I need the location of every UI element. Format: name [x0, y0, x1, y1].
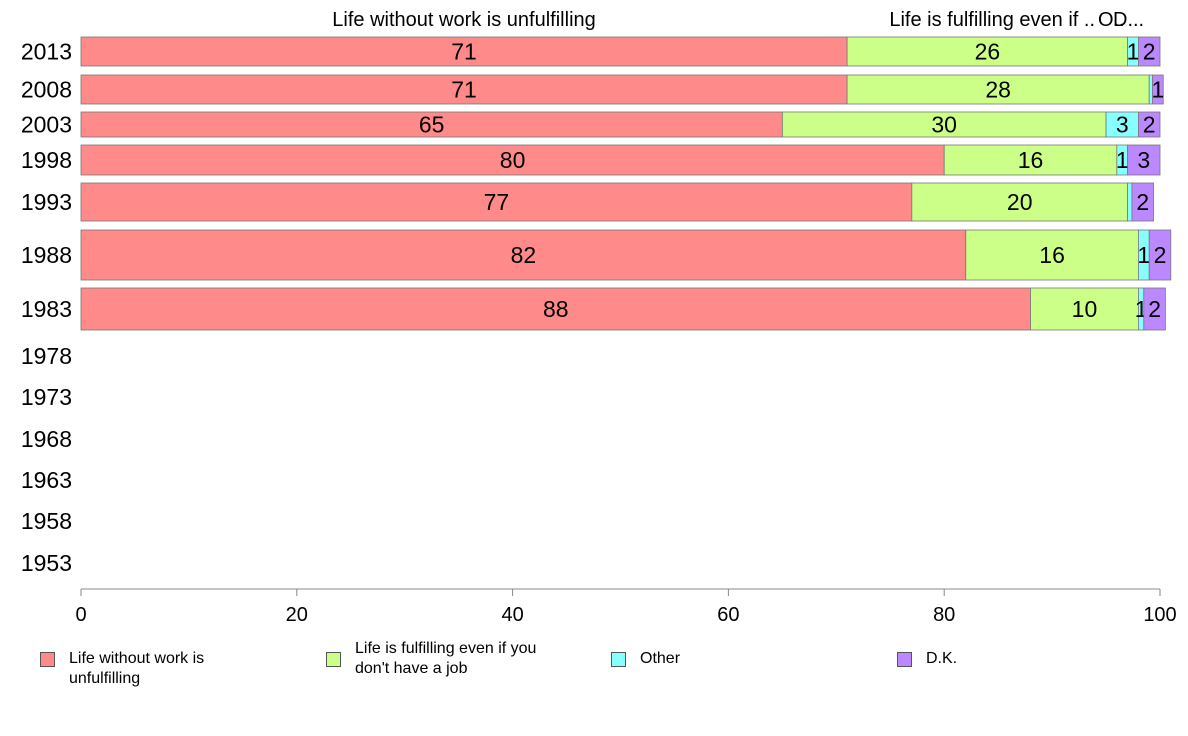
- year-label-1993: 1993: [21, 189, 72, 215]
- data-label-1988-series-3: 2: [1154, 242, 1167, 268]
- bar-2008-series-3: [1152, 74, 1164, 105]
- top-label-unfulfilling: Life without work is unfulfilling: [332, 9, 595, 31]
- bar-1993-series-0: [80, 182, 913, 222]
- legend: Life without work is unfulfilling Life i…: [0, 637, 1188, 687]
- year-label-1958: 1958: [21, 508, 72, 534]
- top-label-dk: D...: [1113, 9, 1144, 31]
- bar-1993-series-3: [1131, 182, 1154, 222]
- year-label-1983: 1983: [21, 296, 72, 322]
- data-label-1993-series-0: 77: [484, 189, 510, 215]
- bar-2003-series-3: [1138, 111, 1161, 138]
- data-label-1983-series-1: 10: [1072, 296, 1098, 322]
- stacked-bar-chart: Life without work is unfulfilling Life is…: [21, 9, 1177, 626]
- bar-1988-series-0: [80, 229, 967, 281]
- bar-2008-series-0: [80, 74, 848, 105]
- data-label-1993-series-1: 20: [1007, 189, 1033, 215]
- legend-item-other: Other: [611, 637, 680, 669]
- year-label-2003: 2003: [21, 112, 72, 138]
- data-label-2008-series-0: 71: [451, 77, 477, 103]
- x-tick-label-100: 100: [1143, 604, 1176, 626]
- data-label-1988-series-0: 82: [511, 242, 537, 268]
- x-tick-label-80: 80: [933, 604, 955, 626]
- year-label-2013: 2013: [21, 39, 72, 65]
- x-tick-label-40: 40: [501, 604, 523, 626]
- data-label-2013-series-1: 26: [975, 39, 1001, 65]
- legend-swatch-dk: [897, 652, 912, 667]
- data-label-1993-series-3: 2: [1136, 189, 1149, 215]
- legend-label-other: Other: [640, 650, 681, 667]
- bar-1998-series-1: [943, 144, 1118, 176]
- bar-2013-series-3: [1138, 36, 1161, 67]
- bar-1983-series-1: [1030, 287, 1139, 331]
- data-label-1983-series-3: 2: [1148, 296, 1161, 322]
- data-label-2013-series-3: 2: [1143, 39, 1156, 65]
- bar-1988-series-3: [1148, 229, 1172, 281]
- bar-1983-series-3: [1143, 287, 1166, 331]
- x-tick-label-0: 0: [75, 604, 86, 626]
- data-label-1988-series-2: 1: [1137, 242, 1150, 268]
- data-label-2008-series-1: 28: [985, 77, 1011, 103]
- data-label-1998-series-3: 3: [1137, 147, 1150, 173]
- data-label-2003-series-3: 2: [1143, 112, 1156, 138]
- legend-item-fulfilling: Life is fulfilling even if you don't hav…: [326, 637, 565, 679]
- data-label-1998-series-0: 80: [500, 147, 526, 173]
- legend-label-fulfilling: Life is fulfilling even if you don't hav…: [355, 640, 537, 677]
- year-label-1963: 1963: [21, 467, 72, 493]
- year-label-1973: 1973: [21, 384, 72, 410]
- top-label-fulfilling: Life is fulfilling even if ..: [889, 9, 1095, 31]
- bar-1998-series-3: [1127, 144, 1161, 176]
- bar-1993-series-1: [911, 182, 1129, 222]
- data-label-2008-series-3: 1: [1151, 77, 1164, 103]
- bar-1988-series-1: [965, 229, 1139, 281]
- bar-2013-series-1: [846, 36, 1129, 67]
- data-label-2003-series-2: 3: [1116, 112, 1129, 138]
- year-label-1988: 1988: [21, 242, 72, 268]
- data-label-2013-series-2: 1: [1127, 39, 1140, 65]
- legend-label-dk: D.K.: [926, 650, 958, 667]
- data-label-2003-series-0: 65: [419, 112, 445, 138]
- x-tick-label-20: 20: [286, 604, 308, 626]
- year-label-2008: 2008: [21, 77, 72, 103]
- legend-swatch-other: [611, 652, 626, 667]
- bar-1983-series-0: [80, 287, 1031, 331]
- legend-swatch-unfulfilling: [40, 652, 55, 667]
- year-label-1953: 1953: [21, 550, 72, 576]
- data-label-1983-series-0: 88: [543, 296, 569, 322]
- data-label-1998-series-1: 16: [1018, 147, 1044, 173]
- legend-item-unfulfilling: Life without work is unfulfilling: [40, 637, 279, 689]
- legend-item-dk: D.K.: [897, 637, 957, 669]
- data-label-2003-series-1: 30: [931, 112, 957, 138]
- x-tick-label-60: 60: [717, 604, 739, 626]
- year-label-1968: 1968: [21, 426, 72, 452]
- data-label-2013-series-0: 71: [451, 39, 477, 65]
- legend-label-unfulfilling: Life without work is unfulfilling: [69, 650, 205, 687]
- legend-swatch-fulfilling: [326, 652, 341, 667]
- bar-2003-series-2: [1105, 111, 1139, 138]
- bar-1993-series-2: [1127, 182, 1133, 222]
- data-label-1988-series-1: 16: [1039, 242, 1065, 268]
- data-label-1998-series-2: 1: [1116, 147, 1129, 173]
- year-label-1978: 1978: [21, 343, 72, 369]
- top-label-other: O..: [1098, 9, 1125, 31]
- bar-1998-series-0: [80, 144, 945, 176]
- year-label-1998: 1998: [21, 147, 72, 173]
